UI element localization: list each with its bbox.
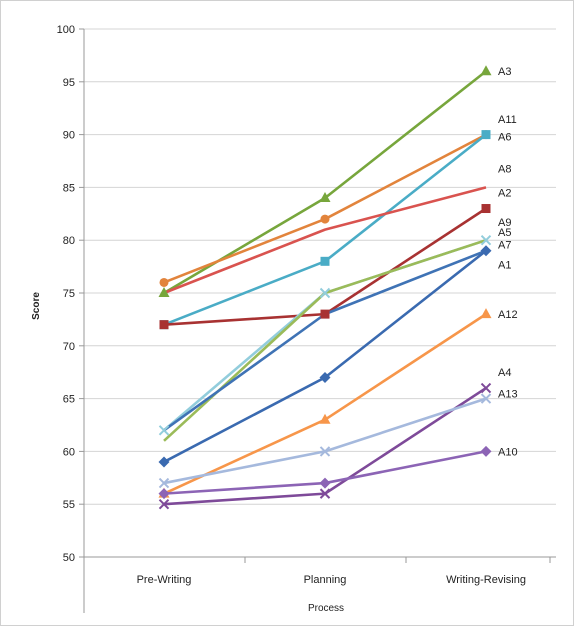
end-label-A5: A5 (498, 227, 511, 239)
end-label-A6: A6 (498, 132, 511, 144)
marker-A6-2 (481, 130, 491, 140)
end-label-A8: A8 (498, 163, 511, 175)
marker-A3-2 (480, 65, 492, 76)
marker-A4-2 (480, 382, 492, 394)
y-axis: 50 55 60 65 70 75 80 85 90 95 100 (57, 24, 85, 613)
marker-A10-1 (319, 477, 331, 489)
y-tick-label-75: 75 (63, 288, 75, 300)
marker-A2-1 (320, 309, 330, 319)
series-lines (163, 70, 487, 506)
series-line-A2 (163, 207, 487, 326)
end-label-A2: A2 (498, 188, 511, 200)
marker-A11-1 (320, 214, 330, 224)
marker-A13-1 (319, 446, 331, 457)
end-label-A13: A13 (498, 388, 518, 400)
marker-A9-2 (480, 234, 492, 246)
marker-A1-1 (319, 371, 331, 383)
y-tick-label-80: 80 (63, 235, 75, 247)
y-tick-label-100: 100 (57, 24, 75, 36)
end-label-A12: A12 (498, 309, 518, 321)
marker-A9-1 (319, 287, 331, 299)
y-tick-label-60: 60 (63, 446, 75, 458)
marker-A3-0 (158, 287, 170, 297)
marker-A13-0 (158, 477, 170, 489)
x-tick-label-2: Writing-Revising (446, 574, 526, 586)
end-label-A7: A7 (498, 239, 511, 251)
end-label-A11: A11 (498, 114, 517, 126)
x-axis-title: Process (308, 603, 344, 614)
marker-A6-1 (320, 256, 330, 266)
y-tick-label-85: 85 (63, 182, 75, 194)
marker-A4-0 (158, 498, 170, 510)
y-tick-label-55: 55 (63, 499, 75, 511)
marker-A10-2 (480, 445, 492, 457)
x-axis: Pre-Writing Planning Writing-Revising (83, 556, 556, 586)
end-label-A4: A4 (498, 367, 511, 379)
y-tick-label-90: 90 (63, 130, 75, 142)
end-label-A10: A10 (498, 446, 518, 458)
end-label-A1: A1 (498, 259, 511, 271)
series-markers (158, 65, 492, 510)
series-line-A12 (163, 313, 487, 495)
marker-A9-0 (158, 425, 170, 436)
marker-A11-0 (159, 277, 169, 287)
marker-A1-2 (480, 245, 492, 257)
series-line-A1 (163, 249, 487, 464)
marker-A4-1 (319, 488, 331, 499)
marker-A1-0 (158, 456, 170, 468)
y-tick-label-50: 50 (63, 552, 75, 564)
marker-A13-2 (480, 393, 492, 404)
end-label-A9: A9 (498, 217, 511, 229)
y-tick-label-95: 95 (63, 77, 75, 89)
y-tick-label-65: 65 (63, 394, 75, 406)
marker-A3-1 (319, 191, 331, 202)
gridlines (84, 28, 556, 558)
x-tick-label-1: Planning (304, 574, 347, 586)
marker-A2-2 (481, 204, 491, 214)
y-tick-label-70: 70 (63, 341, 75, 353)
marker-A10-0 (158, 488, 170, 500)
marker-A2-0 (159, 320, 169, 330)
x-tick-label-0: Pre-Writing (137, 574, 192, 586)
marker-A12-1 (319, 413, 331, 424)
end-label-A3: A3 (498, 66, 511, 78)
marker-A12-2 (480, 308, 492, 319)
series-line-A8 (163, 186, 487, 295)
y-axis-title: Score (31, 292, 42, 320)
series-line-A7 (163, 249, 487, 432)
